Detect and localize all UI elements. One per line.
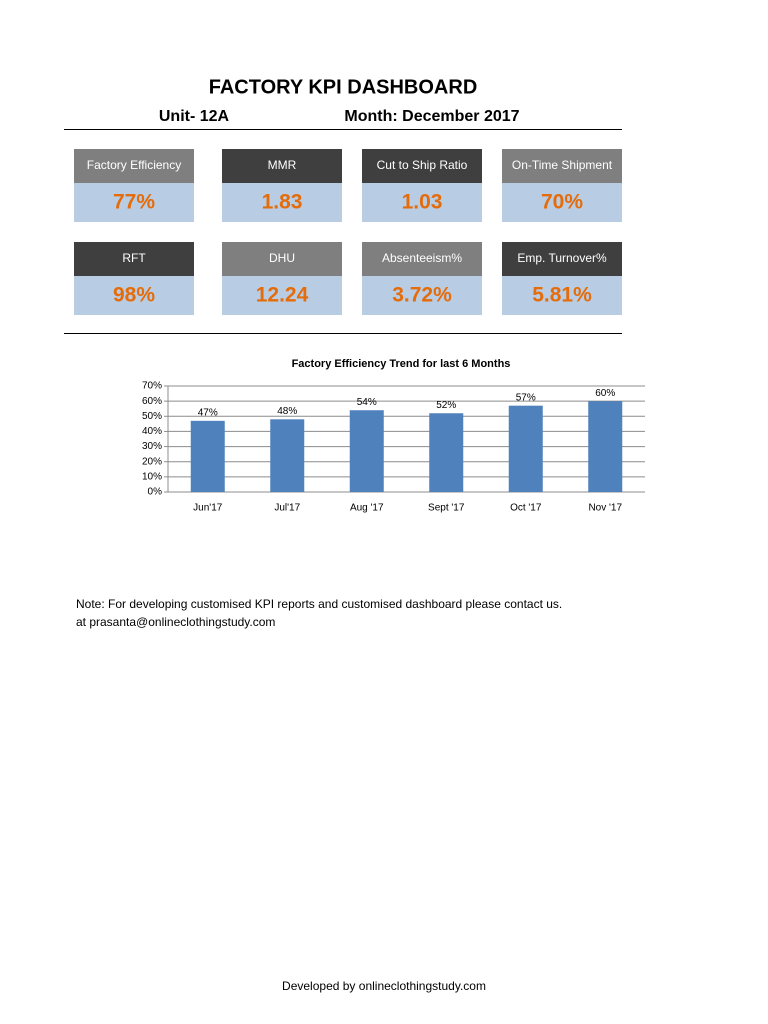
kpi-value: 12.24 — [256, 284, 309, 307]
kpi-value: 98% — [113, 284, 155, 307]
note: at prasanta@onlineclothingstudy.com — [76, 615, 275, 629]
kpi-value-box — [222, 276, 342, 315]
kpi-label: RFT — [122, 251, 146, 265]
kpi-label: MMR — [268, 158, 297, 172]
y-tick-label: 70% — [142, 381, 162, 392]
month: Month: December 2017 — [344, 108, 519, 125]
y-tick-label: 60% — [142, 396, 162, 407]
kpi-header — [502, 242, 622, 276]
footer: Developed by onlineclothingstudy.com — [282, 979, 486, 993]
kpi-value: 1.83 — [262, 191, 303, 214]
x-tick-label: Nov '17 — [588, 503, 622, 514]
bar — [429, 413, 464, 492]
y-tick-label: 20% — [142, 456, 162, 467]
kpi-label: Emp. Turnover% — [517, 251, 607, 265]
bar — [508, 405, 543, 492]
kpi-value-box — [222, 183, 342, 222]
x-tick-label: Jun'17 — [193, 503, 223, 514]
kpi-header — [222, 149, 342, 183]
data-label: 54% — [357, 397, 377, 408]
bar — [270, 419, 305, 492]
kpi-label: On-Time Shipment — [512, 158, 613, 172]
bar — [190, 420, 225, 492]
data-label: 57% — [516, 392, 536, 403]
kpi-header — [502, 149, 622, 183]
kpi-value: 70% — [541, 191, 583, 214]
data-label: 52% — [436, 400, 456, 411]
data-label: 47% — [198, 407, 218, 418]
kpi-value: 5.81% — [532, 284, 592, 307]
kpi-header — [222, 242, 342, 276]
kpi-value: 77% — [113, 191, 155, 214]
bar — [349, 410, 384, 492]
kpi-value: 3.72% — [392, 284, 452, 307]
bar — [588, 401, 623, 492]
kpi-value-box — [74, 276, 194, 315]
y-tick-label: 50% — [142, 411, 162, 422]
kpi-label: Absenteeism% — [382, 251, 462, 265]
kpi-header — [74, 242, 194, 276]
kpi-header — [74, 149, 194, 183]
kpi-label: Factory Efficiency — [87, 158, 181, 172]
kpi-header — [362, 149, 482, 183]
unit: Unit- 12A — [159, 108, 230, 125]
kpi-value-box — [74, 183, 194, 222]
y-tick-label: 10% — [142, 471, 162, 482]
kpi-label: Cut to Ship Ratio — [377, 158, 468, 172]
x-tick-label: Sept '17 — [428, 503, 465, 514]
y-tick-label: 0% — [148, 487, 163, 498]
chart-title: Factory Efficiency Trend for last 6 Mont… — [292, 358, 511, 370]
data-label: 48% — [277, 406, 297, 417]
kpi-label: DHU — [269, 251, 295, 265]
x-tick-label: Aug '17 — [350, 503, 384, 514]
kpi-value: 1.03 — [402, 191, 443, 214]
note: Note: For developing customised KPI repo… — [76, 597, 562, 611]
data-label: 60% — [595, 388, 615, 399]
kpi-value-box — [362, 183, 482, 222]
kpi-value-box — [502, 276, 622, 315]
x-tick-label: Oct '17 — [510, 503, 542, 514]
title: FACTORY KPI DASHBOARD — [209, 76, 478, 98]
kpi-value-box — [502, 183, 622, 222]
y-tick-label: 30% — [142, 441, 162, 452]
y-tick-label: 40% — [142, 426, 162, 437]
kpi-header — [362, 242, 482, 276]
x-tick-label: Jul'17 — [274, 503, 300, 514]
kpi-value-box — [362, 276, 482, 315]
